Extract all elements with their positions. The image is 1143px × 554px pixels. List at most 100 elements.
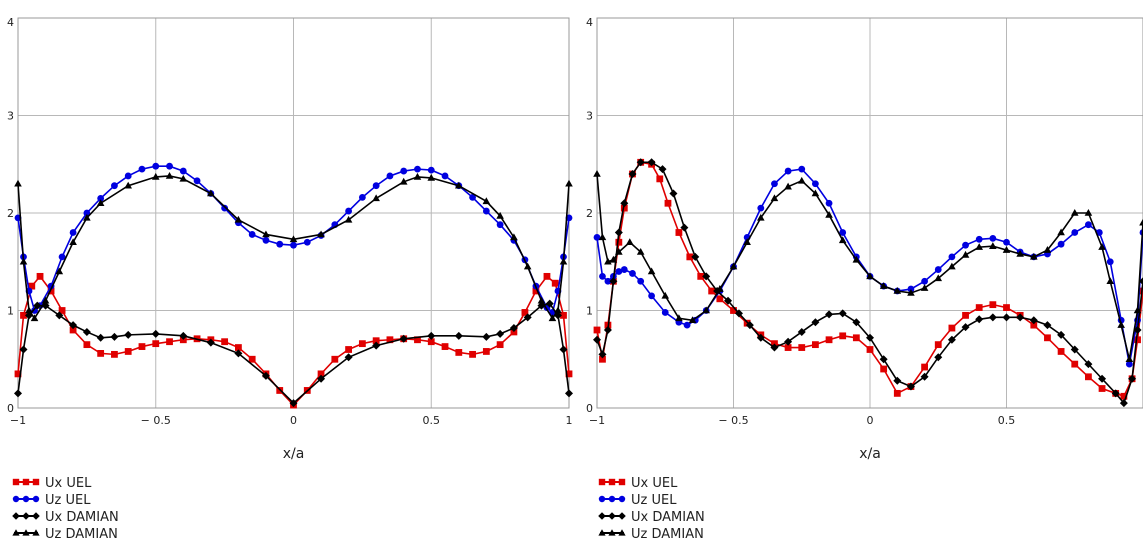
data-point — [879, 282, 888, 289]
data-point — [893, 287, 902, 294]
data-point — [372, 337, 380, 345]
legend-marker — [618, 512, 626, 520]
y-tick-label: 0 — [586, 402, 593, 415]
data-point — [69, 238, 77, 246]
data-point — [482, 207, 490, 215]
chart-panel-1: −1 − 0.5 0 0.5 1 0 1 2 3 4 x/a Ux UEL Uz UEL Ux DAMIA… — [7, 16, 573, 542]
data-point — [730, 307, 737, 314]
data-point — [124, 330, 133, 339]
data-point — [344, 353, 353, 362]
series-uz-damian — [593, 170, 1143, 363]
data-point — [1128, 374, 1137, 383]
legend-marker — [598, 478, 606, 486]
data-point — [1002, 313, 1011, 322]
data-point — [1125, 355, 1134, 363]
data-point — [636, 248, 645, 255]
data-point — [521, 309, 529, 316]
data-point — [797, 327, 806, 336]
data-point — [1071, 229, 1079, 236]
data-point — [880, 365, 888, 373]
data-point — [784, 337, 793, 346]
data-point — [647, 267, 656, 275]
data-point — [934, 353, 943, 362]
data-point — [261, 371, 270, 380]
data-point — [262, 236, 270, 244]
data-point — [1085, 221, 1092, 229]
data-point — [625, 238, 634, 246]
data-point — [975, 315, 984, 324]
data-point — [1106, 277, 1115, 285]
data-point — [934, 266, 942, 273]
legend-marker — [12, 478, 20, 486]
legend-marker — [32, 529, 40, 536]
x-tick-label: − 0.5 — [718, 414, 748, 427]
data-point — [559, 345, 568, 354]
data-point — [771, 180, 778, 188]
data-point — [661, 309, 669, 316]
data-point — [686, 253, 694, 261]
legend-label: Uz UEL — [45, 493, 91, 508]
data-point — [702, 306, 710, 314]
x-tick-label: −1 — [589, 414, 605, 427]
data-point — [1098, 374, 1107, 383]
x-tick-label: − 0.5 — [141, 414, 171, 427]
data-point — [565, 370, 573, 378]
x-tick-label: 0 — [867, 414, 874, 427]
data-point — [165, 171, 174, 179]
data-point — [358, 194, 366, 201]
data-point — [548, 314, 557, 322]
data-point — [276, 240, 284, 248]
data-point — [920, 372, 929, 381]
data-point — [770, 194, 779, 202]
data-point — [1133, 326, 1142, 334]
data-point — [414, 336, 421, 344]
data-point — [1120, 392, 1128, 400]
data-point — [358, 340, 366, 348]
legend-label: Ux DAMIAN — [45, 510, 119, 525]
data-point — [496, 329, 505, 338]
data-point — [620, 199, 629, 208]
data-point — [680, 223, 689, 232]
data-point — [206, 338, 215, 347]
data-point — [14, 179, 22, 187]
legend-marker — [32, 512, 40, 520]
legend-marker — [608, 512, 616, 520]
data-point — [716, 285, 724, 292]
data-point — [629, 270, 636, 277]
data-point — [784, 167, 792, 175]
legend-marker — [22, 495, 30, 503]
y-tick-label: 3 — [7, 110, 14, 123]
series-ux-damian — [14, 299, 573, 408]
data-point — [1139, 277, 1143, 286]
data-point — [988, 313, 997, 322]
data-point — [934, 341, 942, 349]
data-point — [811, 189, 820, 197]
data-point — [604, 277, 612, 285]
data-point — [1057, 228, 1065, 236]
data-point — [1139, 218, 1143, 226]
data-point — [560, 311, 567, 319]
data-point — [496, 221, 504, 229]
data-point — [906, 382, 915, 391]
data-point — [658, 165, 667, 174]
data-point — [496, 341, 504, 349]
legend-marker — [598, 495, 606, 503]
series-ux-damian — [593, 158, 1143, 408]
data-point — [399, 334, 408, 343]
data-point — [975, 243, 983, 250]
data-point — [893, 376, 902, 385]
data-point — [683, 321, 691, 329]
data-point — [1085, 373, 1092, 381]
data-point — [523, 313, 532, 322]
legend-marker — [12, 512, 20, 520]
data-point — [482, 348, 490, 355]
data-point — [31, 307, 38, 314]
data-point — [83, 209, 91, 217]
legend-marker — [608, 529, 616, 536]
data-point — [593, 170, 601, 177]
data-point — [1003, 238, 1010, 246]
data-point — [784, 344, 792, 351]
data-point — [303, 238, 311, 246]
data-point — [603, 326, 612, 334]
